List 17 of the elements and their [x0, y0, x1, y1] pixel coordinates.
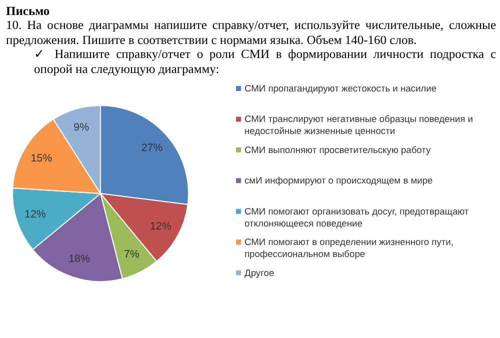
legend-label: СМИ транслируют негативные образцы поведения и недостойные жизненные ценности: [244, 114, 473, 136]
legend-label: СМИ выполняют просветительскую работу: [244, 144, 432, 155]
legend-label: СМИ помогают организовать досуг, предотвращают отклоняющееся поведение: [244, 206, 470, 228]
data-label: 18%: [68, 252, 90, 265]
chart-title: Письмо: [6, 4, 51, 18]
legend-label: смИ информируют о происходящем в мире: [244, 176, 433, 186]
data-label: 9%: [74, 121, 90, 134]
data-label: 12%: [150, 220, 172, 232]
legend-label: Другое: [244, 268, 274, 278]
data-label: 12%: [24, 208, 46, 221]
legend-label: СМИ пропагандируют жестокость и насилие: [244, 83, 437, 94]
data-label: 15%: [30, 152, 53, 164]
text: ✓ Напишите справку/отчет о роли СМИ в формировании личности подростка с опорой на следующую диаграмму:: [33, 47, 496, 76]
data-label: 7%: [124, 248, 140, 261]
chart-subtitle: 10. На основе диаграммы напишите справку/отчет, используйте числительные, сложные предложения. Пишите в соответствии с нормами языка. Объем 140-160 слов.: [6, 18, 496, 48]
data-label: 27%: [141, 142, 164, 154]
legend-label: СМИ помогают в определении жизненного пути, профессиональном выборе: [244, 236, 454, 259]
